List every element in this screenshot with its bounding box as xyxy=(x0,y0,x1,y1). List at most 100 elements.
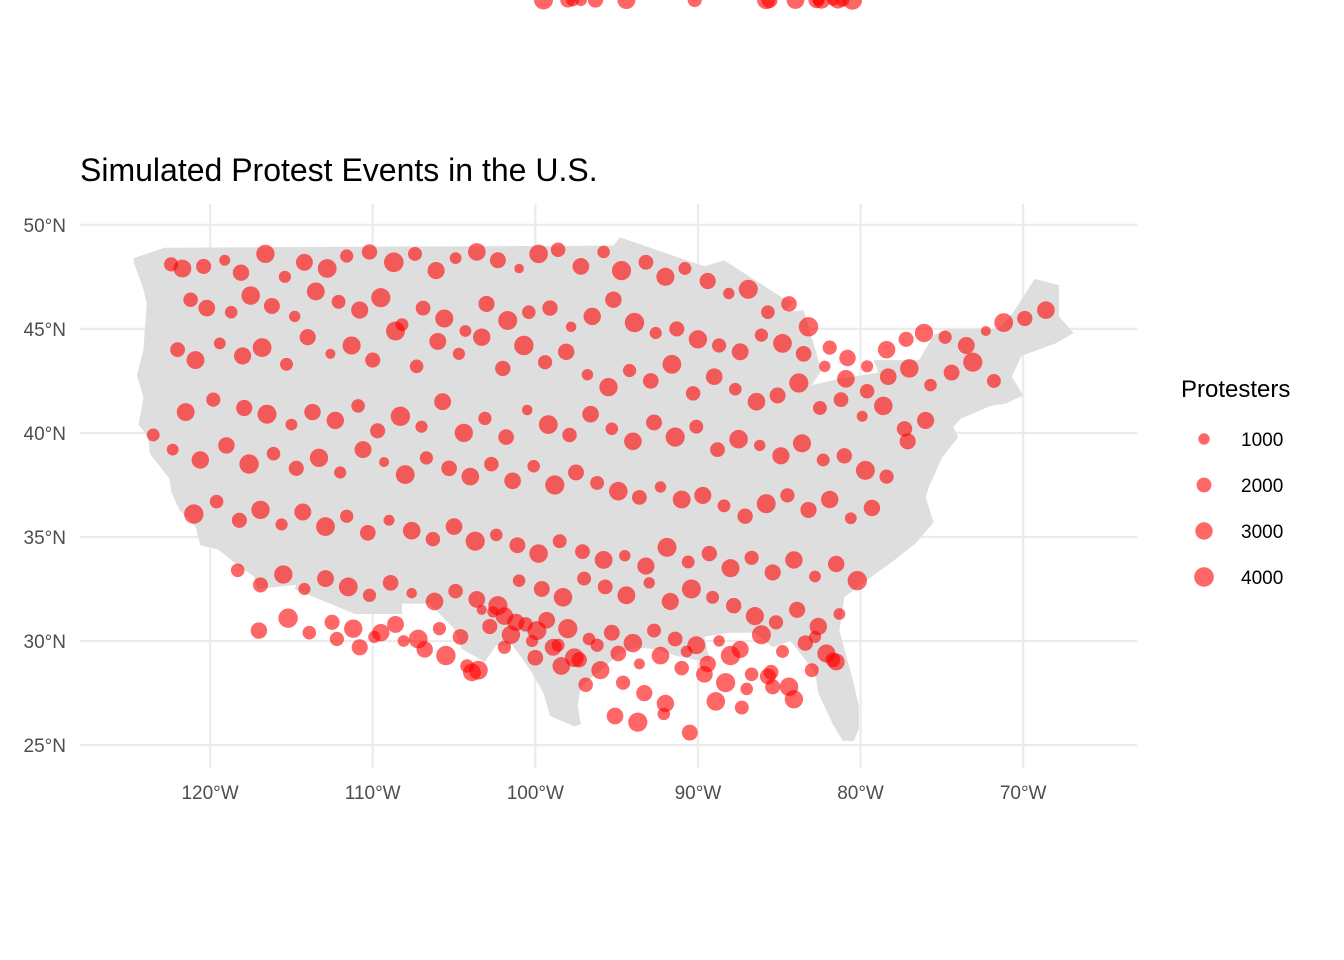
protest-point xyxy=(324,614,340,630)
protest-point xyxy=(354,441,372,459)
protest-point xyxy=(571,652,587,668)
protest-point xyxy=(855,460,875,480)
protest-point xyxy=(837,369,855,388)
x-axis-tick-labels: 120°W 110°W 100°W 90°W 80°W 70°W xyxy=(181,783,1046,804)
protest-point xyxy=(304,403,321,421)
protest-point xyxy=(538,355,553,370)
protest-point xyxy=(522,305,536,319)
protest-point xyxy=(827,0,839,6)
legend-key xyxy=(1198,433,1210,445)
protest-point xyxy=(436,645,456,666)
protest-point xyxy=(874,396,893,416)
protest-point xyxy=(619,550,631,562)
protest-point xyxy=(387,615,404,633)
y-tick-label: 30°N xyxy=(24,632,66,653)
protest-point xyxy=(309,448,329,468)
protest-point xyxy=(633,658,645,670)
protest-point xyxy=(611,261,632,281)
protest-point xyxy=(325,348,336,359)
protest-point xyxy=(498,429,514,445)
protest-point xyxy=(765,679,781,695)
protest-point xyxy=(334,466,347,479)
protest-point xyxy=(624,312,645,333)
protest-point xyxy=(514,335,534,356)
x-tick-label: 100°W xyxy=(507,783,564,804)
protest-point xyxy=(721,559,740,578)
protest-point xyxy=(819,360,831,372)
legend-label: 3000 xyxy=(1241,522,1283,543)
protest-point xyxy=(699,272,716,290)
protest-point xyxy=(487,606,499,618)
protest-point xyxy=(898,331,914,347)
protest-point xyxy=(821,490,839,509)
protest-point xyxy=(198,299,216,317)
protest-point xyxy=(176,403,195,422)
protest-point xyxy=(230,563,245,578)
protest-point xyxy=(740,682,753,696)
protest-point xyxy=(587,0,604,8)
protest-point xyxy=(590,638,604,652)
protest-point xyxy=(729,429,748,449)
protest-point xyxy=(610,645,627,662)
protest-point xyxy=(575,544,590,559)
protest-point xyxy=(879,368,897,386)
protest-point xyxy=(280,357,293,371)
protest-point xyxy=(710,442,725,457)
protest-point xyxy=(527,459,540,473)
protest-point xyxy=(835,0,850,7)
protest-point xyxy=(449,252,462,264)
protest-point xyxy=(538,415,558,434)
protest-point xyxy=(263,298,280,314)
protest-point xyxy=(351,301,369,319)
protest-point xyxy=(183,292,198,307)
protest-point xyxy=(754,439,766,452)
protest-point xyxy=(454,423,473,443)
protest-point xyxy=(231,512,247,528)
protest-point xyxy=(773,334,792,353)
protest-point xyxy=(597,579,613,595)
protest-point xyxy=(552,657,571,675)
protest-point xyxy=(542,300,558,316)
protest-point xyxy=(415,300,431,316)
protest-point xyxy=(498,311,518,330)
protest-point xyxy=(562,427,577,443)
protest-point xyxy=(459,325,472,337)
protest-point xyxy=(209,494,224,509)
protest-point xyxy=(754,328,769,342)
protest-point xyxy=(529,544,548,563)
protest-point xyxy=(390,406,411,426)
protest-point xyxy=(859,384,875,399)
protest-point xyxy=(827,653,845,671)
protest-point xyxy=(617,586,636,605)
protest-point xyxy=(285,418,298,431)
protest-point xyxy=(833,608,846,620)
protest-point xyxy=(943,364,960,381)
protest-point xyxy=(665,427,685,447)
protest-point xyxy=(808,630,822,643)
protest-point xyxy=(744,667,759,682)
x-tick-label: 120°W xyxy=(181,783,238,804)
legend: Protesters 1000 2000 3000 4000 xyxy=(1181,376,1290,589)
protest-point xyxy=(734,700,749,715)
protest-point xyxy=(275,518,288,531)
protest-point xyxy=(578,677,593,693)
protest-point xyxy=(351,639,368,656)
protest-point xyxy=(495,360,511,377)
protest-point xyxy=(558,619,578,639)
protest-point xyxy=(419,451,434,465)
legend-label: 4000 xyxy=(1241,568,1283,589)
protest-point xyxy=(605,291,622,308)
protest-point xyxy=(701,545,717,562)
protest-point xyxy=(816,453,830,467)
protest-point xyxy=(772,447,790,465)
protest-point xyxy=(395,465,415,484)
protest-point xyxy=(657,537,677,557)
protest-point xyxy=(545,475,565,495)
protest-point xyxy=(761,305,775,319)
protest-point xyxy=(490,528,503,542)
protest-point xyxy=(661,592,679,611)
protest-point xyxy=(798,317,819,337)
protest-point xyxy=(994,313,1014,332)
protest-point xyxy=(448,583,463,599)
protest-point xyxy=(234,347,252,365)
